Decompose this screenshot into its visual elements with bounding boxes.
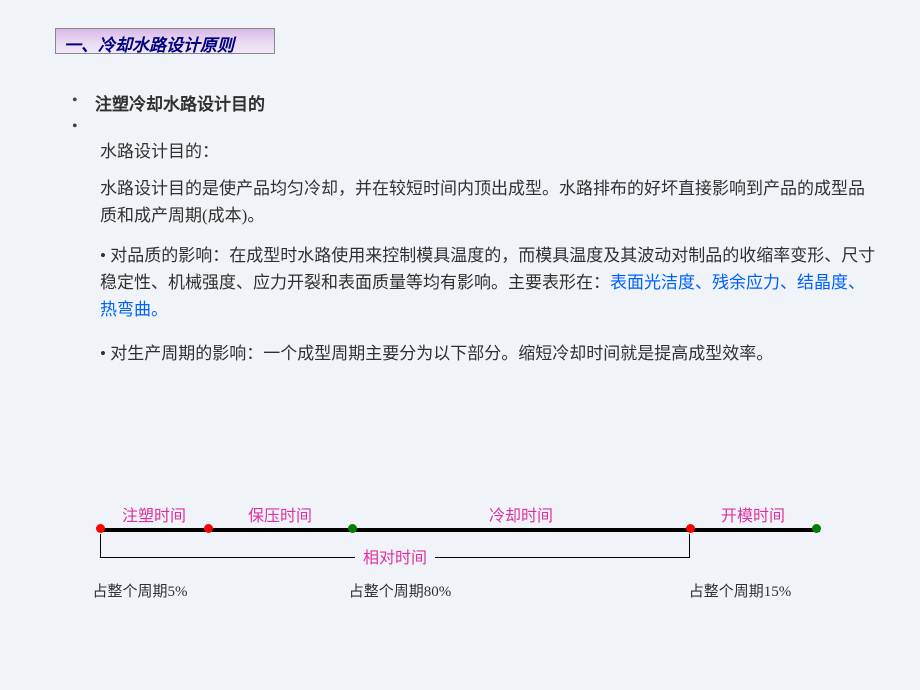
sub-heading: 注塑冷却水路设计目的 — [95, 90, 265, 115]
timeline-segment-label: 保压时间 — [208, 502, 352, 526]
timeline-node — [204, 524, 213, 533]
timeline-node — [812, 524, 821, 533]
timeline-node — [96, 524, 105, 533]
timeline-segment-label: 注塑时间 — [100, 502, 208, 526]
timeline-segment-label: 冷却时间 — [352, 502, 690, 526]
para3: • 对生产周期的影响：一个成型周期主要分为以下部分。缩短冷却时间就是提高成型效率… — [100, 340, 880, 367]
timeline-node — [348, 524, 357, 533]
timeline-pct-label: 占整个周期15% — [660, 580, 820, 601]
timeline-diagram: 注塑时间保压时间冷却时间开模时间相对时间占整个周期5%占整个周期80%占整个周期… — [100, 500, 820, 620]
bullet-icon: • — [72, 118, 78, 136]
bullet-icon: • — [72, 92, 78, 110]
para1-heading: 水路设计目的： — [100, 138, 880, 165]
timeline-bracket-label: 相对时间 — [355, 544, 435, 568]
timeline-segment-label: 开模时间 — [690, 502, 816, 526]
para2: • 对品质的影响：在成型时水路使用来控制模具温度的，而模具温度及其波动对制品的收… — [100, 242, 880, 324]
section-title: 一、冷却水路设计原则 — [55, 28, 275, 54]
timeline-node — [686, 524, 695, 533]
timeline-pct-label: 占整个周期5% — [60, 580, 220, 601]
para1-body: 水路设计目的是使产品均匀冷却，并在较短时间内顶出成型。水路排布的好坏直接影响到产… — [100, 175, 880, 229]
timeline-pct-label: 占整个周期80% — [320, 580, 480, 601]
